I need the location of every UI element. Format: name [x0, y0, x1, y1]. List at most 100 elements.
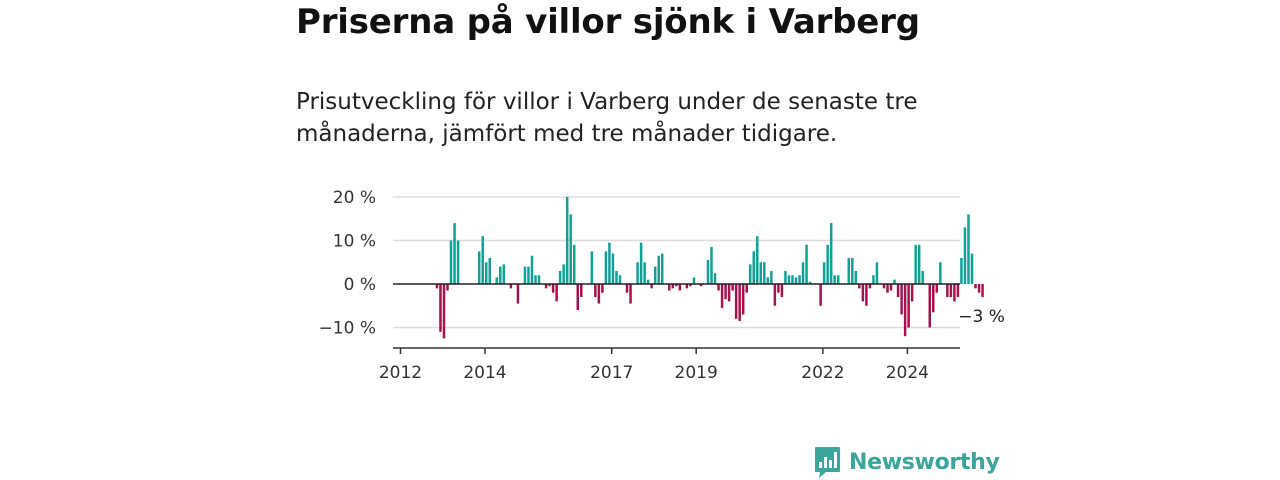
bar [910, 284, 914, 302]
bar [770, 270, 773, 284]
bar [808, 281, 812, 284]
brand-name: Newsworthy [849, 449, 1000, 475]
bar [544, 284, 548, 289]
bar [523, 266, 527, 284]
bar [675, 284, 678, 287]
bar [548, 284, 551, 287]
bar [569, 214, 572, 284]
bar [949, 284, 953, 298]
bar [787, 275, 791, 284]
bar [970, 253, 974, 284]
bar [974, 284, 977, 289]
bar [822, 262, 826, 284]
bar [495, 277, 499, 284]
bar [791, 275, 794, 284]
x-tick-label: 2019 [675, 363, 718, 383]
bar [766, 277, 770, 284]
bar [731, 284, 734, 291]
bar [741, 284, 745, 315]
bar [449, 240, 453, 284]
bar [756, 236, 759, 284]
bar [784, 270, 787, 284]
x-tick-label: 2024 [886, 363, 929, 383]
bar [854, 270, 858, 284]
bar [660, 253, 664, 284]
bar [777, 284, 780, 293]
bar [601, 284, 604, 293]
bar [829, 223, 833, 284]
bar [932, 284, 935, 313]
x-tick-label: 2017 [590, 363, 633, 383]
bar [639, 242, 643, 284]
bar [907, 284, 910, 328]
bar [499, 266, 502, 284]
bar [946, 284, 949, 298]
bar [671, 284, 675, 289]
bar [851, 257, 854, 284]
bar [738, 284, 741, 321]
chart-subtitle: Prisutveckling för villor i Varberg unde… [296, 89, 918, 147]
bar [555, 284, 558, 302]
bar [439, 284, 442, 332]
bar [868, 284, 872, 289]
bar [720, 284, 724, 308]
bar [794, 277, 798, 284]
bar-chart: 20 % 10 % 0 % −10 % 2012 2014 2017 2019 2022 202… [319, 188, 1005, 383]
bar [615, 270, 618, 284]
bar [629, 284, 632, 304]
bar [921, 270, 924, 284]
x-tick-label: 2022 [801, 363, 844, 383]
bar [917, 244, 921, 284]
y-axis-labels: 20 % 10 % 0 % −10 % [319, 188, 376, 339]
bar [896, 284, 900, 298]
bar [537, 275, 541, 284]
bar [678, 284, 682, 291]
last-value-annotation: −3 % [958, 307, 1005, 327]
bar [565, 197, 569, 284]
bar [706, 260, 710, 284]
bar [759, 262, 763, 284]
x-tick-label: 2012 [379, 363, 422, 383]
bar [477, 251, 481, 285]
bar [717, 284, 720, 291]
bar [611, 253, 615, 284]
bar [580, 284, 583, 298]
bar [734, 284, 738, 319]
bar [668, 284, 671, 291]
bar [689, 284, 692, 287]
bar [516, 284, 520, 304]
bar [967, 214, 970, 284]
bar [534, 275, 537, 284]
bar [576, 284, 579, 311]
bar [509, 284, 513, 289]
bar [773, 284, 777, 306]
bar [939, 262, 942, 284]
bar [699, 284, 703, 287]
x-axis-ticks: 2012 2014 2017 2019 2022 2024 [379, 348, 929, 383]
bar [442, 284, 446, 339]
bar [865, 284, 868, 306]
bar [724, 284, 727, 300]
bar [481, 236, 484, 284]
newsworthy-logo-icon [815, 446, 840, 478]
x-tick-label: 2014 [463, 363, 506, 383]
bar [872, 275, 875, 284]
grid-lines [393, 196, 960, 329]
bar [960, 257, 963, 284]
brand-logo[interactable]: Newsworthy [814, 445, 1000, 479]
bar [551, 284, 555, 293]
bar [752, 251, 755, 285]
bar [727, 284, 731, 302]
bar [527, 266, 530, 284]
chart-title: Priserna på villor sjönk i Varberg [296, 2, 920, 42]
bar [763, 262, 766, 284]
bar [819, 284, 822, 306]
bar [977, 284, 981, 293]
bar [875, 262, 879, 284]
bar [653, 266, 657, 284]
bar [558, 270, 562, 284]
bar [928, 284, 931, 328]
bar [981, 284, 984, 298]
y-tick-label: −10 % [319, 319, 376, 339]
bar [435, 284, 439, 289]
